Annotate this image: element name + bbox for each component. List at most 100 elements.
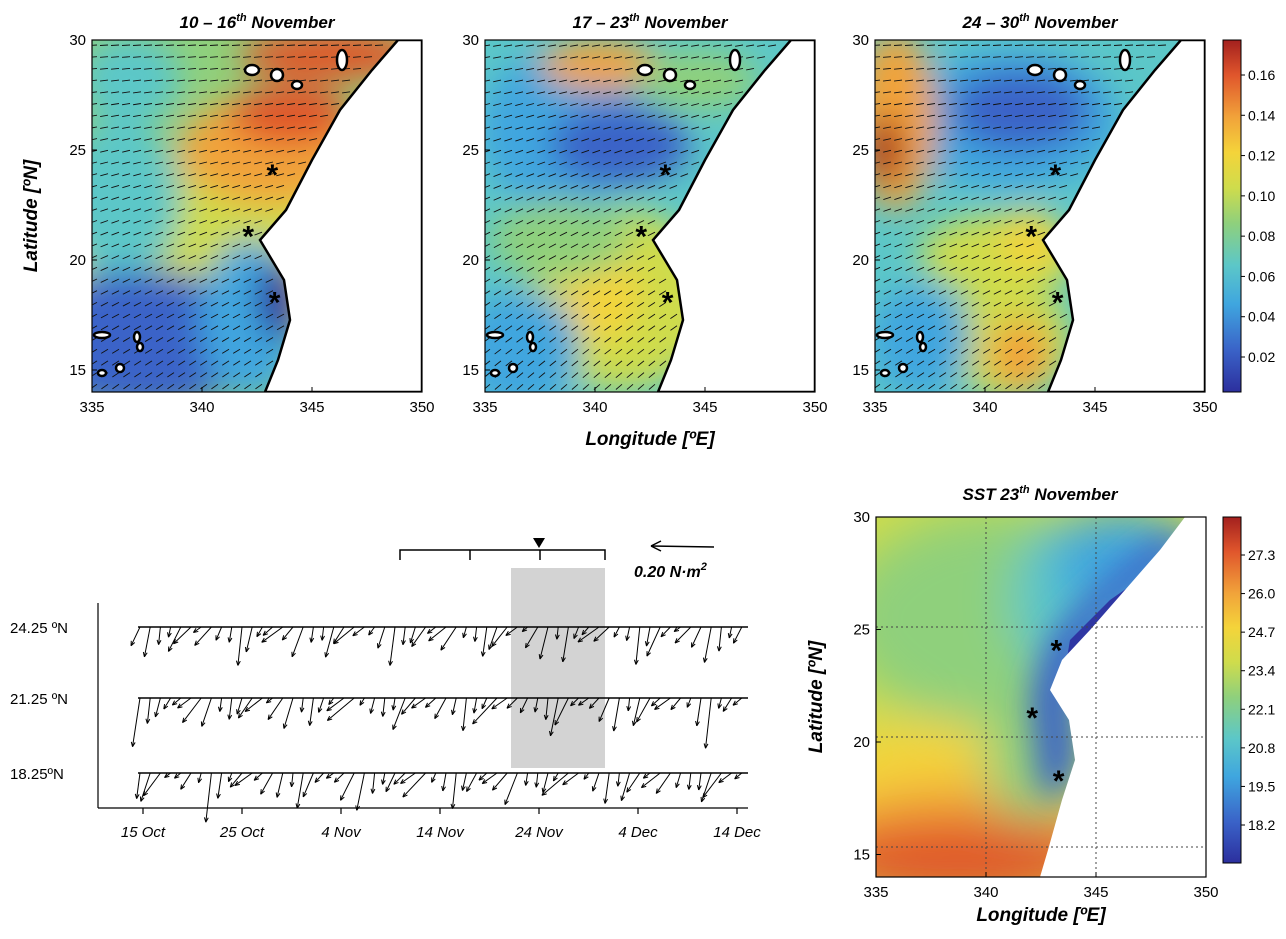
wind-vector — [199, 103, 208, 106]
wind-vector — [691, 161, 700, 166]
wind-vector — [1014, 56, 1024, 58]
wind-vector — [166, 91, 175, 94]
wind-vector — [875, 79, 881, 82]
wind-vector — [485, 278, 491, 283]
y-tick-label: 15 — [853, 847, 870, 864]
wind-vector — [1014, 44, 1024, 46]
wind-vector — [992, 67, 1002, 70]
wind-vector — [926, 56, 936, 58]
wind-vector — [680, 138, 689, 142]
wind-vector — [875, 360, 881, 365]
wind-vector — [232, 103, 241, 106]
wind-vector — [1070, 103, 1079, 106]
wind-vector — [927, 138, 936, 141]
wind-vector — [1037, 149, 1046, 153]
wind-vector — [625, 79, 634, 83]
wind-vector — [570, 138, 579, 142]
wind-vector — [993, 255, 1002, 260]
wind-vectors — [875, 44, 1167, 390]
stick-vector — [534, 697, 539, 713]
wind-vector — [883, 149, 892, 153]
wind-vector — [559, 126, 568, 130]
wind-vector — [669, 184, 678, 189]
wind-vector — [538, 372, 546, 379]
wind-vector — [636, 208, 645, 213]
wind-vector — [680, 56, 689, 59]
wind-vector — [485, 220, 491, 224]
wind-vector — [593, 325, 601, 331]
wind-vector — [155, 79, 164, 82]
wind-vector — [949, 278, 958, 283]
wind-vector — [746, 67, 755, 71]
wind-vector — [1015, 325, 1024, 331]
wind-vector — [233, 383, 241, 390]
wind-vector — [581, 126, 590, 130]
wind-vector — [156, 360, 164, 366]
stick-arrowhead — [227, 714, 233, 720]
wind-vector — [243, 91, 252, 94]
stick-arrowhead — [411, 641, 417, 648]
wind-vector — [253, 44, 263, 46]
wind-vector — [1059, 161, 1068, 165]
wind-vector — [548, 91, 557, 95]
wind-vector — [243, 173, 252, 177]
wind-vector — [614, 243, 623, 249]
wind-vector — [647, 138, 656, 142]
wind-vector — [604, 313, 612, 319]
wind-vector — [537, 278, 546, 284]
wind-vector — [938, 138, 947, 141]
wind-vector — [505, 372, 513, 379]
stick-vector — [333, 626, 355, 645]
wind-vector — [1004, 79, 1013, 82]
wind-vector — [287, 138, 296, 141]
wind-vector — [111, 126, 120, 129]
wind-vector — [1037, 196, 1046, 200]
wind-vector — [927, 173, 936, 177]
stick-vector — [466, 772, 478, 792]
stick-arrowhead — [655, 788, 661, 794]
wind-vector — [504, 184, 513, 189]
wind-vector — [1026, 149, 1035, 153]
wind-vector — [178, 383, 186, 390]
wind-vector — [516, 383, 524, 390]
wind-vector — [603, 266, 612, 272]
wind-vector — [1004, 302, 1013, 307]
wind-vector — [548, 290, 557, 296]
land-mask — [651, 40, 815, 392]
colorbar-tick-label: 18.2 — [1248, 817, 1275, 833]
wind-vector — [970, 44, 980, 46]
wind-vector — [993, 325, 1002, 331]
stick-vector — [506, 697, 518, 709]
wind-vector — [883, 313, 892, 319]
wind-vector — [548, 220, 557, 225]
stick-vector — [327, 697, 355, 721]
wind-vector — [625, 149, 634, 154]
wind-vector — [133, 196, 142, 200]
wind-vector — [504, 266, 513, 272]
wind-vector — [1004, 290, 1013, 295]
wind-vector — [1037, 266, 1046, 271]
wind-vector — [1015, 126, 1024, 129]
wind-vector — [232, 138, 241, 141]
wind-vector — [1015, 348, 1024, 354]
wind-vector — [515, 243, 524, 249]
wind-vector — [680, 126, 689, 130]
wind-vector — [614, 290, 623, 296]
wind-vector — [243, 337, 252, 342]
wind-vector — [548, 173, 557, 178]
wind-vector — [680, 161, 689, 166]
wind-vector — [254, 173, 263, 177]
wind-vector — [582, 302, 590, 308]
wind-vector — [111, 173, 120, 177]
x-tick-label: 350 — [409, 399, 434, 416]
stick-arrowhead — [289, 781, 295, 788]
wind-vector — [603, 243, 612, 249]
wind-vector — [592, 44, 601, 47]
wind-vector — [297, 56, 307, 58]
stick-arrowhead — [431, 777, 436, 783]
wind-vector — [254, 220, 263, 224]
wind-vector — [916, 161, 925, 165]
wind-vector — [949, 103, 958, 106]
wind-vector — [604, 360, 612, 367]
wind-vector — [111, 103, 120, 106]
